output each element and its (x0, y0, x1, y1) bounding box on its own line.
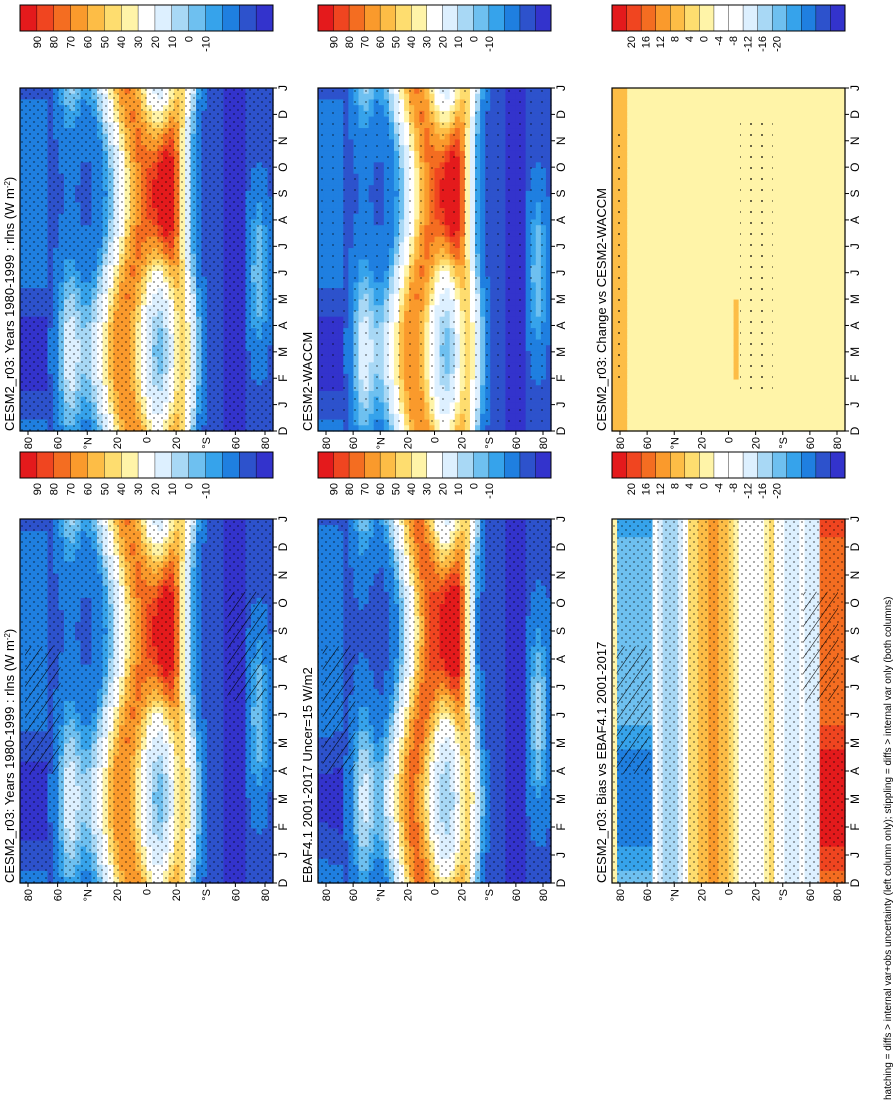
month-tick-label: S (276, 190, 290, 198)
panel-title: CESM2_r03: Years 1980-1999 : rlns (W m-2… (2, 177, 17, 431)
month-tick-label: N (276, 136, 290, 145)
lat-tick-label: 80 (23, 437, 35, 449)
month-tick-label: F (276, 375, 290, 382)
lat-tick-label: 60 (230, 437, 242, 449)
month-tick-label: J (276, 270, 290, 276)
lat-tick-label: °N (82, 437, 94, 449)
lat-tick-label: 60 (53, 437, 65, 449)
lat-tick-label: 80 (260, 437, 272, 449)
month-tick-label: M (276, 294, 290, 304)
month-tick-label: A (276, 321, 290, 329)
panel-p2: 80 60 °N 20 0 20 °S 60 80 D J F M A M J J A S O N D J CESM2_r03… (2, 85, 290, 449)
month-tick-label: O (276, 162, 290, 171)
stipple-region (20, 88, 273, 431)
lat-tick-label: °S (201, 437, 213, 449)
month-tick-label: A (276, 216, 290, 224)
month-tick-label: D (276, 110, 290, 119)
lat-tick-label: 20 (112, 437, 124, 449)
lat-tick-label: 0 (142, 437, 154, 443)
month-tick-label: J (276, 85, 290, 91)
month-tick-label: D (276, 426, 290, 435)
month-tick-label: J (276, 402, 290, 408)
month-tick-label: M (276, 347, 290, 357)
lat-tick-label: 20 (171, 437, 183, 449)
month-tick-label: J (276, 243, 290, 249)
